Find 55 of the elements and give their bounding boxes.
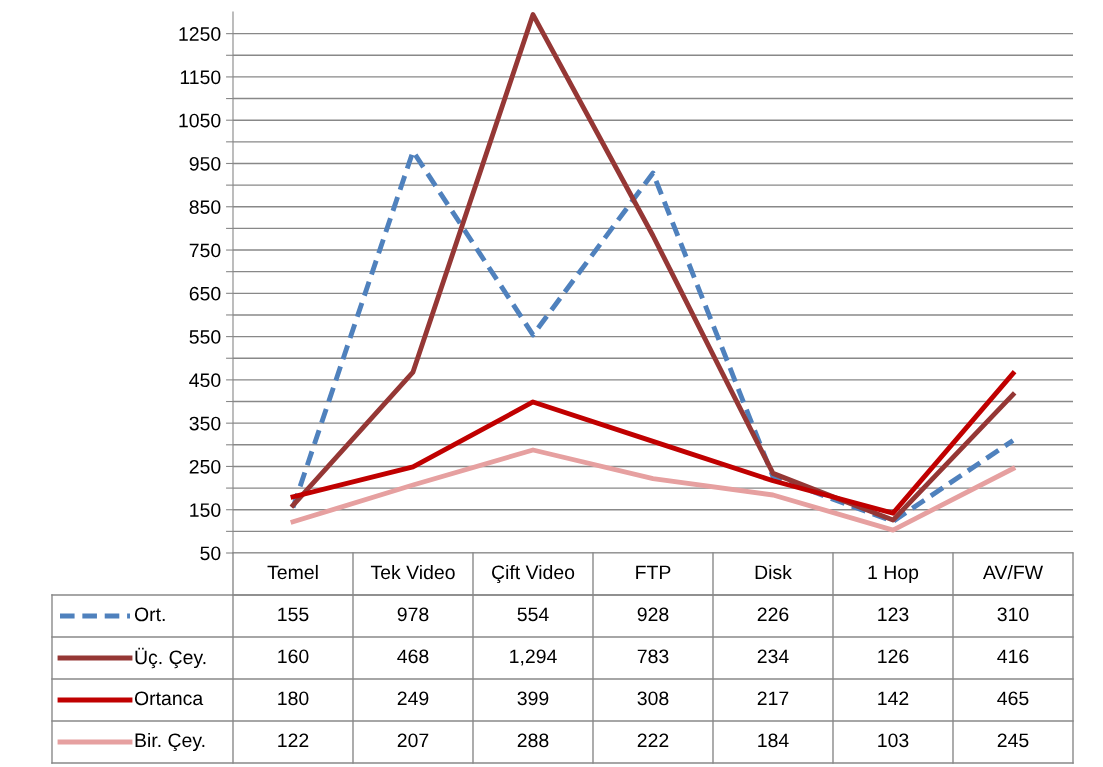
data-label: 123: [878, 607, 909, 622]
data-label: 554: [517, 607, 549, 622]
y-tick-label: 850: [189, 200, 221, 214]
data-label: 399: [517, 691, 549, 706]
data-label: 245: [997, 733, 1029, 748]
legend-label: Ort.: [134, 607, 165, 622]
data-label: 468: [397, 649, 429, 664]
data-label: 122: [278, 733, 309, 748]
data-label: 103: [878, 733, 909, 748]
y-tick-label: 1250: [179, 27, 221, 41]
legend-label: Bir. Çey.: [135, 732, 205, 752]
line-series: [290, 12, 1016, 523]
data-label: 160: [278, 649, 309, 664]
data-label: 783: [637, 649, 669, 664]
data-label: 222: [637, 733, 669, 748]
x-tick-label: Disk: [755, 564, 792, 580]
legend-label: Üç. Çey.: [135, 647, 206, 669]
data-label: 217: [757, 691, 789, 706]
x-tick-label: Tek Video: [370, 564, 455, 580]
data-label: 288: [517, 733, 549, 748]
data-label: 465: [997, 691, 1029, 706]
line-series: [290, 447, 1016, 533]
data-label: 184: [758, 733, 789, 748]
data-label: 155: [278, 607, 309, 622]
data-label: 1,294: [510, 649, 557, 666]
data-label: 226: [757, 607, 789, 622]
y-tick-label: 1050: [179, 113, 221, 128]
data-label: 142: [878, 691, 909, 706]
data-label: 126: [878, 649, 909, 664]
y-tick-label: 1150: [180, 70, 221, 85]
y-tick-label: 450: [189, 373, 221, 388]
data-label: 928: [637, 607, 669, 622]
y-tick-label: 950: [189, 156, 221, 171]
x-tick-label: Çift Video: [492, 564, 575, 584]
y-tick-label: 650: [189, 286, 221, 301]
data-label: 180: [278, 691, 309, 706]
data-label: 249: [397, 691, 429, 706]
data-label: 978: [397, 607, 429, 622]
y-tick-label: 350: [189, 416, 221, 431]
data-label: 234: [757, 649, 789, 664]
y-tick-label: 50: [200, 546, 221, 561]
data-label: 207: [397, 733, 429, 748]
data-label: 416: [997, 649, 1029, 664]
x-tick-label: Temel: [267, 564, 318, 580]
y-tick-label: 250: [189, 459, 221, 474]
line-series: [290, 370, 1016, 516]
legend-label: Ortanca: [134, 691, 204, 706]
x-tick-label: AV/FW: [982, 564, 1043, 580]
x-tick-label: 1 Hop: [868, 565, 919, 584]
data-label: 310: [997, 607, 1029, 622]
y-tick-label: 750: [189, 243, 221, 258]
y-tick-label: 150: [190, 503, 221, 517]
data-label: 308: [637, 691, 669, 706]
x-tick-label: FTP: [636, 565, 671, 580]
y-tick-label: 550: [189, 330, 221, 344]
